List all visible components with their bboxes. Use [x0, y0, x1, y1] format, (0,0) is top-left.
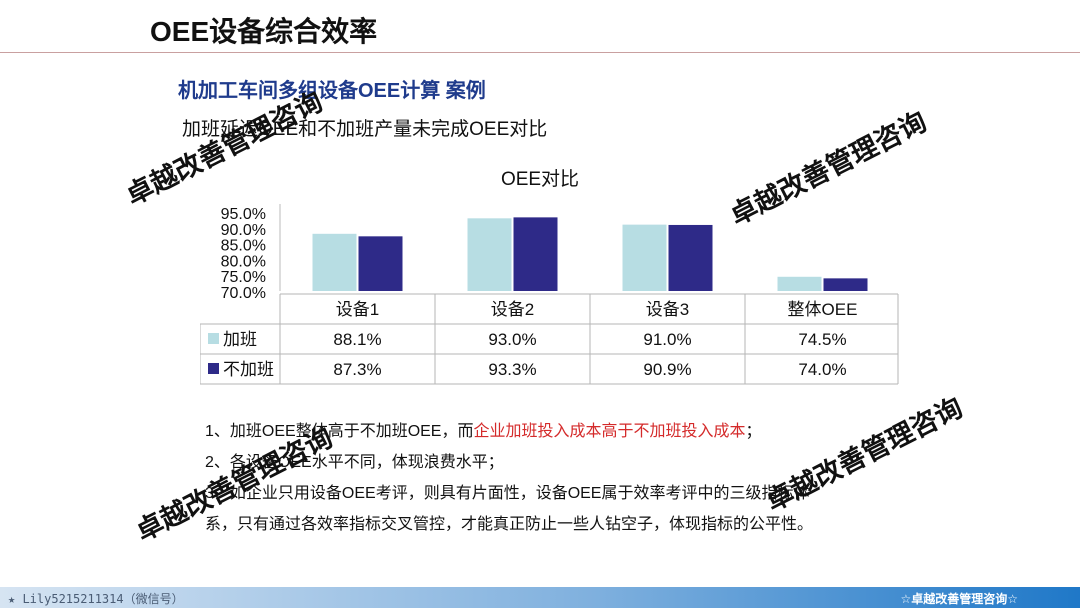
bar-no-overtime — [668, 224, 713, 291]
legend-swatch — [208, 333, 219, 344]
bar-no-overtime — [358, 236, 403, 291]
data-value-label: 91.0% — [643, 330, 691, 349]
data-value-label: 87.3% — [333, 360, 381, 379]
slide-title: OEE设备综合效率 — [150, 16, 378, 47]
note-1-end: ； — [745, 423, 762, 440]
chart-canvas: OEE对比 70.0%75.0%80.0%85.0%90.0%95.0% 设备1 设备… — [200, 168, 899, 385]
bar-no-overtime — [513, 217, 558, 291]
y-tick-label: 80.0% — [221, 253, 266, 270]
comparison-intro: 加班延迟OEE和不加班产量未完成OEE对比 — [182, 119, 548, 140]
footer-bar — [0, 587, 1080, 608]
title-divider — [0, 52, 1080, 53]
legend-label: 加班 — [223, 330, 257, 349]
data-value-label: 88.1% — [333, 330, 381, 349]
bar-overtime — [777, 276, 822, 291]
data-value-label: 90.9% — [643, 360, 691, 379]
y-tick-label: 95.0% — [221, 206, 266, 223]
data-value-label: 74.0% — [798, 360, 846, 379]
category-label: 设备2 — [491, 300, 534, 319]
note-line-3: 3、如企业只用设备OEE考评，则具有片面性，设备OEE属于效率考评中的三级指标体 — [205, 485, 810, 502]
data-value-label: 93.0% — [488, 330, 536, 349]
note-1-highlight: 企业加班投入成本高于不加班投入成本 — [473, 423, 746, 440]
bar-overtime — [312, 233, 357, 291]
footer-wechat-id: ★ Lily5215211314（微信号） — [8, 592, 184, 606]
data-value-label: 74.5% — [798, 330, 846, 349]
legend-label: 不加班 — [223, 360, 274, 379]
y-tick-label: 85.0% — [221, 238, 266, 255]
data-value-label: 93.3% — [488, 360, 536, 379]
y-tick-label: 75.0% — [221, 269, 266, 286]
note-line-1: 1、加班OEE整体高于不加班OEE，而企业加班投入成本高于不加班投入成本； — [205, 416, 925, 447]
category-label: 设备1 — [336, 300, 379, 319]
category-label: 整体OEE — [788, 300, 858, 319]
analysis-notes: 1、加班OEE整体高于不加班OEE，而企业加班投入成本高于不加班投入成本； 2、… — [205, 416, 925, 540]
note-line-4: 系，只有通过各效率指标交叉管控，才能真正防止一些人钻空子，体现指标的公平性。 — [205, 516, 814, 533]
case-subtitle: 机加工车间多组设备OEE计算 案例 — [178, 80, 486, 102]
note-line-2: 2、各设备OEE水平不同，体现浪费水平； — [205, 454, 504, 471]
legend-swatch — [208, 363, 219, 374]
bar-overtime — [467, 218, 512, 291]
category-label: 设备3 — [646, 300, 689, 319]
chart-title: OEE对比 — [501, 168, 579, 190]
oee-comparison-chart: OEE对比 70.0% 75.0% 80.0% 85.0% 90.0% 95.0% 设备1 设备… — [200, 160, 900, 385]
y-tick-label: 90.0% — [221, 222, 266, 239]
bar-no-overtime — [823, 278, 868, 291]
footer-brand: ☆卓越改善管理咨询☆ — [900, 592, 1018, 606]
y-tick-label: 70.0% — [221, 285, 266, 302]
bar-overtime — [622, 224, 667, 291]
note-1-text: 1、加班OEE整体高于不加班OEE，而 — [205, 423, 474, 440]
